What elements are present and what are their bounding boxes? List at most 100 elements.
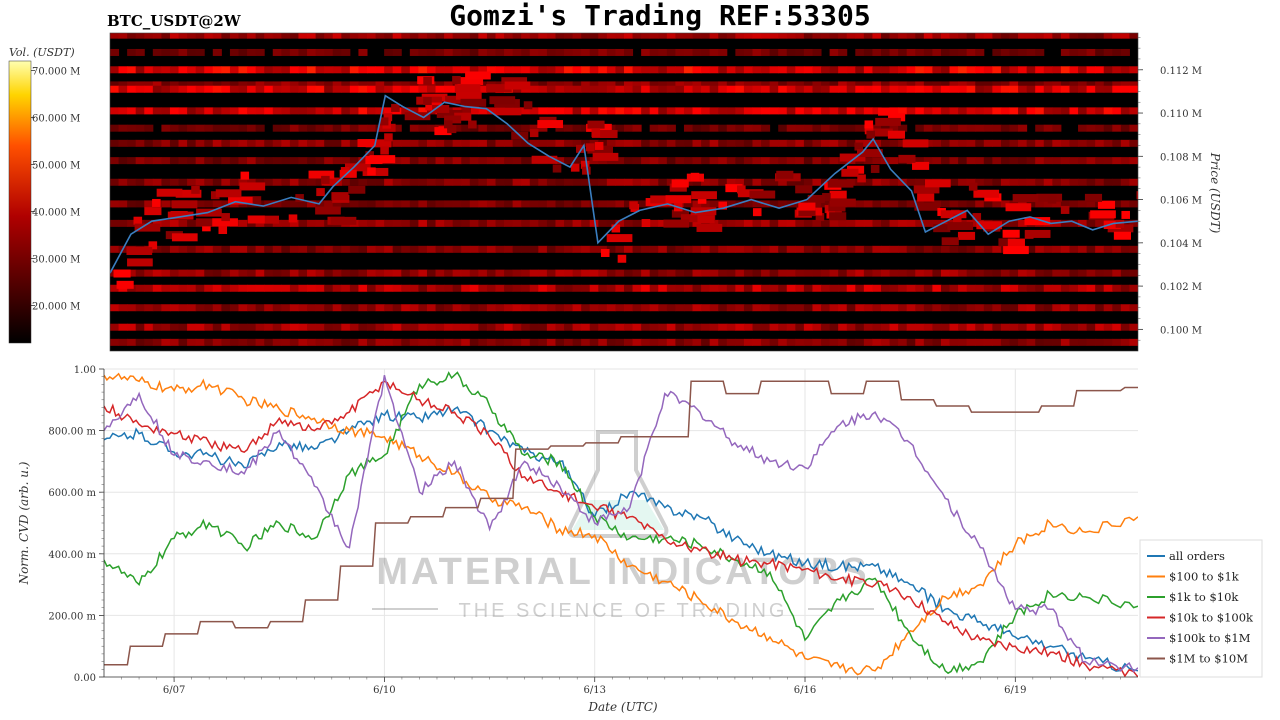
heatmap-cell (204, 323, 214, 331)
heatmap-cell (966, 107, 976, 115)
heatmap-cell (161, 269, 171, 277)
heatmap-cell (110, 284, 120, 292)
heatmap-cell (932, 323, 942, 331)
heatmap-cell (998, 238, 1016, 247)
heatmap-cell (975, 139, 985, 147)
heatmap-cell (169, 33, 180, 39)
heatmap-cell (238, 107, 248, 115)
heatmap-cell (281, 66, 291, 74)
heatmap-cell (324, 245, 334, 253)
heatmap-cell (212, 81, 222, 89)
heatmap-cell (392, 48, 402, 56)
heatmap-cell (281, 200, 291, 208)
heatmap-cell (546, 323, 556, 331)
heatmap-cell (255, 245, 265, 253)
heatmap-cell (940, 107, 951, 115)
heatmap-cell (1018, 338, 1028, 346)
heatmap-cell (349, 200, 359, 208)
heatmap-cell (857, 149, 883, 158)
heatmap-cell (1095, 304, 1105, 312)
heatmap-cell (803, 66, 813, 74)
heatmap-cell (709, 81, 719, 89)
heatmap-cell (298, 323, 308, 331)
heatmap-cell (743, 284, 753, 292)
heatmap-cell (889, 269, 899, 277)
heatmap-cell (1035, 338, 1045, 346)
heatmap-cell (846, 245, 856, 253)
heatmap-cell (726, 124, 736, 132)
heatmap-cell (1112, 139, 1122, 147)
heatmap-cell (486, 124, 496, 132)
heatmap-cell (495, 269, 505, 277)
heatmap-cell (1129, 139, 1138, 147)
heatmap-cell (521, 124, 531, 132)
heatmap-cell (949, 157, 959, 165)
heatmap-cell (829, 139, 839, 147)
heatmap-cell (1035, 48, 1045, 56)
heatmap-cell (572, 178, 582, 186)
heatmap-cell (958, 81, 968, 89)
x-tick-label: 6/07 (163, 685, 185, 696)
heatmap-cell (743, 107, 753, 115)
heatmap-cell (538, 284, 548, 292)
heatmap-cell (1043, 66, 1053, 74)
heatmap-cell (675, 157, 685, 165)
heatmap-cell (983, 304, 993, 312)
heatmap-cell (478, 323, 488, 331)
heatmap-cell (349, 338, 359, 346)
heatmap-cell (1129, 124, 1138, 132)
heatmap-cell (581, 48, 591, 56)
heatmap-cell (324, 139, 334, 147)
heatmap-cell (1129, 66, 1138, 74)
heatmap-cell (127, 269, 137, 277)
heatmap-cell (349, 107, 359, 115)
heatmap-cell (1060, 66, 1070, 74)
heatmap-cell (444, 269, 454, 277)
heatmap-cell (666, 269, 676, 277)
heatmap-cell (735, 85, 745, 93)
heatmap-cell (666, 124, 676, 132)
heatmap-cell (529, 81, 539, 89)
heatmap-cell (718, 178, 728, 186)
heatmap-cell (632, 338, 642, 346)
heatmap-cell (855, 33, 865, 39)
heatmap-cell (726, 139, 736, 147)
heatmap-cell (1060, 107, 1070, 115)
heatmap-cell (461, 66, 471, 74)
heatmap-cell (761, 178, 771, 186)
heatmap-cell (1000, 323, 1010, 331)
heatmap-cell (452, 33, 462, 39)
heatmap-cell (863, 33, 873, 39)
heatmap-cell (958, 157, 968, 165)
heatmap-cell (867, 128, 893, 137)
heatmap-cell (1120, 33, 1130, 39)
heatmap-cell (1097, 200, 1116, 209)
heatmap-cell (247, 245, 257, 253)
legend-label: all orders (1169, 549, 1225, 563)
heatmap-cell (118, 323, 128, 331)
heatmap-cell (598, 338, 608, 346)
heatmap-cell (478, 33, 488, 39)
heatmap-cell (169, 338, 180, 346)
heatmap-cell (118, 157, 128, 165)
heatmap-cell (315, 269, 325, 277)
heatmap-cell (401, 139, 411, 147)
heatmap-cell (512, 245, 522, 253)
heatmap-cell (743, 323, 753, 331)
heatmap-cell (307, 107, 317, 115)
heatmap-cell (649, 66, 659, 74)
heatmap-cell (1112, 66, 1122, 74)
heatmap-cell (298, 33, 308, 39)
heatmap-cell (855, 284, 865, 292)
heatmap-cell (881, 219, 891, 227)
y-tick-label: 400.00 m (48, 550, 96, 561)
heatmap-cell (315, 304, 325, 312)
heatmap-cell (949, 81, 959, 89)
heatmap-cell (683, 81, 694, 89)
heatmap-cell (692, 33, 702, 39)
cvd-series-line (104, 380, 1138, 677)
heatmap-cell (889, 200, 899, 208)
heatmap-cell (1043, 139, 1053, 147)
heatmap-cell (803, 338, 813, 346)
heatmap-cell (212, 284, 222, 292)
